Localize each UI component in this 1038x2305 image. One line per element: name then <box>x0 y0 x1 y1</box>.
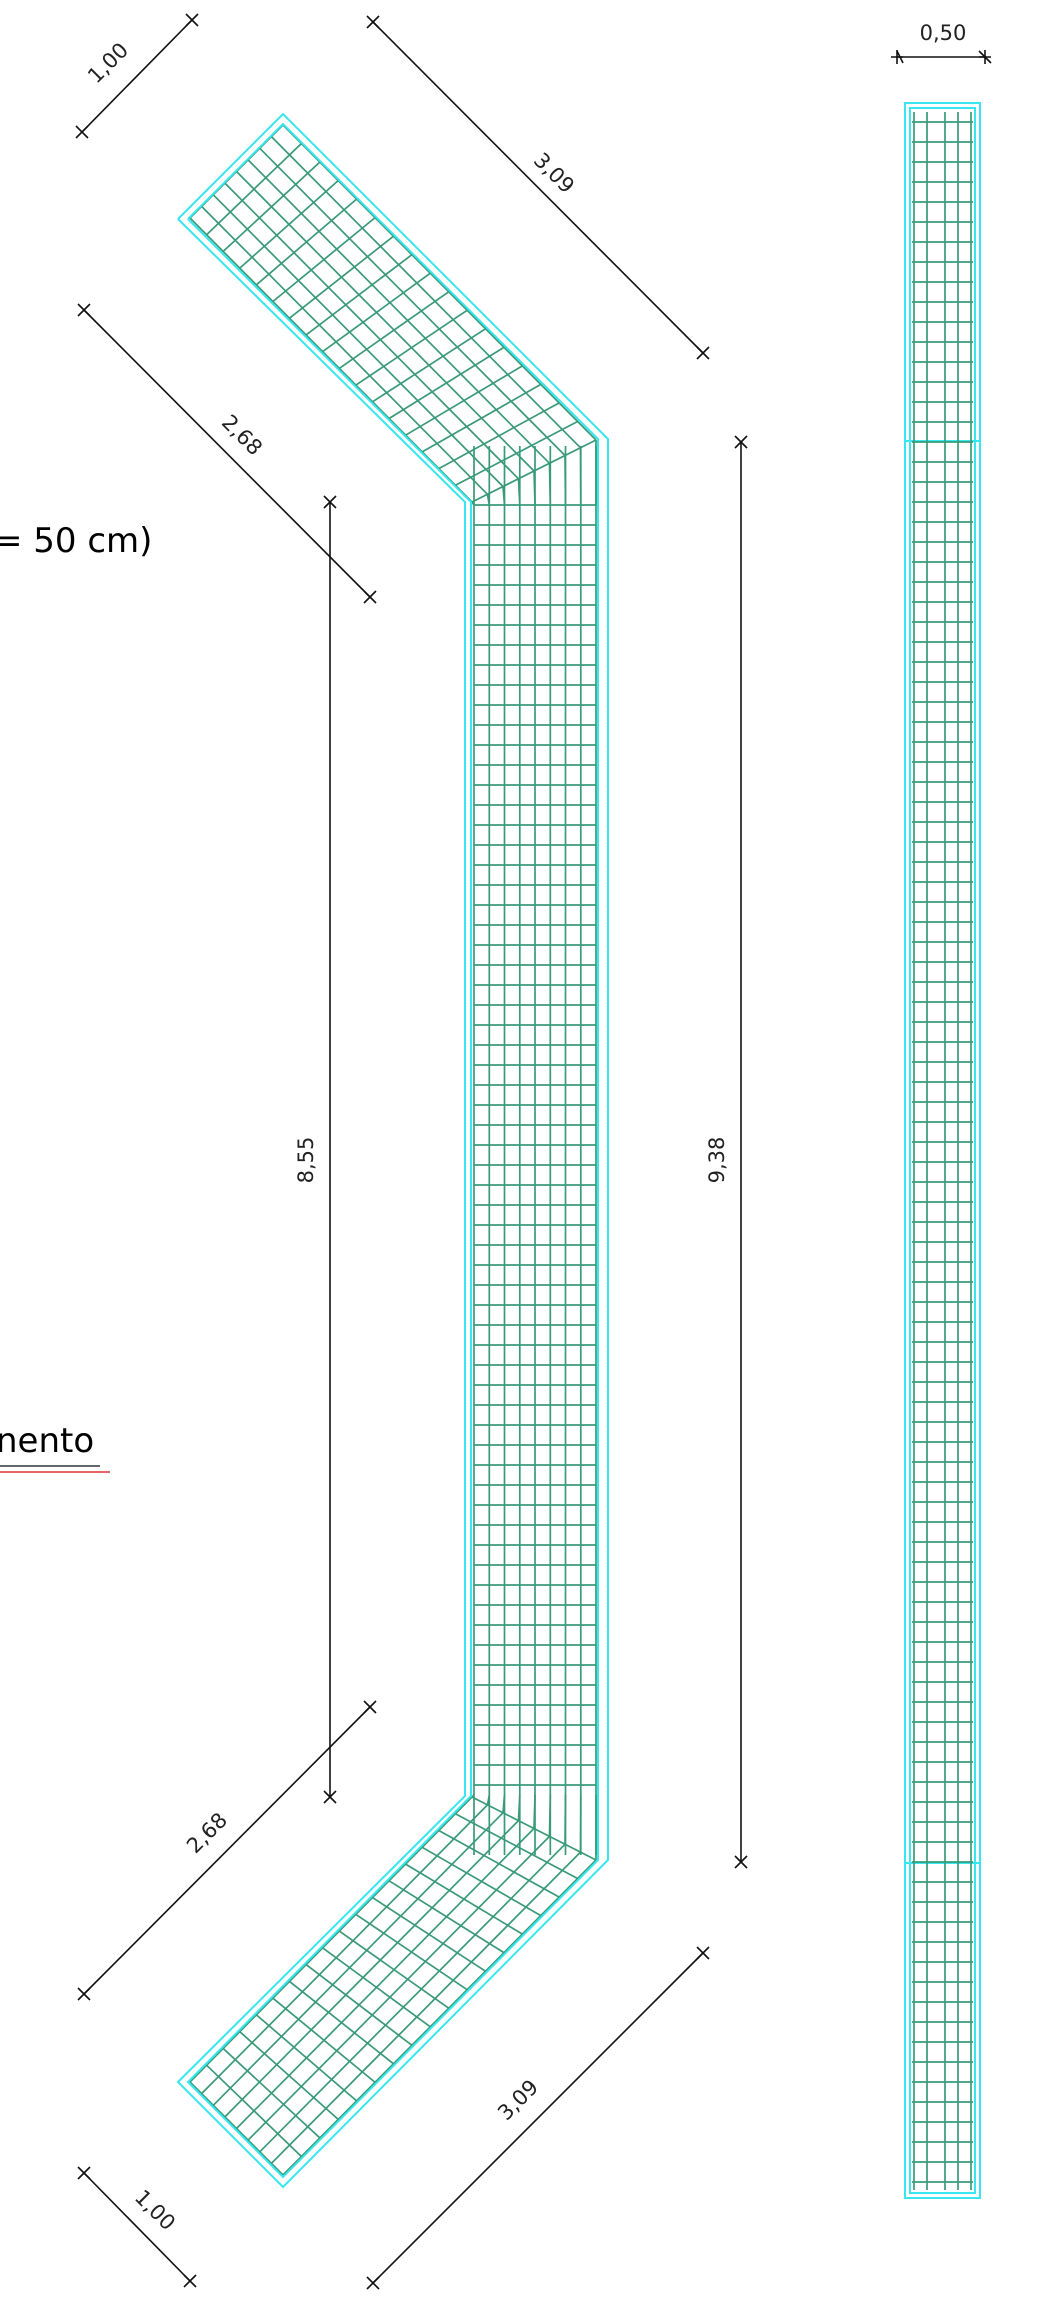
dim-label-web-outer: 9,38 <box>705 1137 729 1184</box>
dimension-bottom-end: 1,00 <box>77 2166 197 2288</box>
rebar-mesh <box>189 124 597 2176</box>
subtitle-fragment: nento <box>0 1421 94 1461</box>
dimension-section-width: 0,50 <box>891 21 992 64</box>
dim-label-top-end: 1,00 <box>83 38 133 88</box>
cross-section-strip <box>904 102 981 2199</box>
dimension-bottom-outer: 3,09 <box>366 1946 710 2290</box>
dim-label-web-inner: 8,55 <box>294 1137 318 1184</box>
dim-label-bottom-inner: 2,68 <box>182 1808 232 1858</box>
element-outline <box>176 112 609 2189</box>
dim-label-top-outer: 3,09 <box>529 148 579 198</box>
dimension-web-outer: 9,38 <box>705 435 748 1869</box>
dim-label-top-inner: 2,68 <box>217 410 267 460</box>
dim-label-section-width: 0,50 <box>920 21 967 45</box>
dimension-web-inner: 8,55 <box>294 495 337 1804</box>
title-fragment: = 50 cm) <box>0 521 152 561</box>
dim-label-bottom-outer: 3,09 <box>493 2075 543 2125</box>
dimension-top-end: 1,00 <box>75 13 199 139</box>
